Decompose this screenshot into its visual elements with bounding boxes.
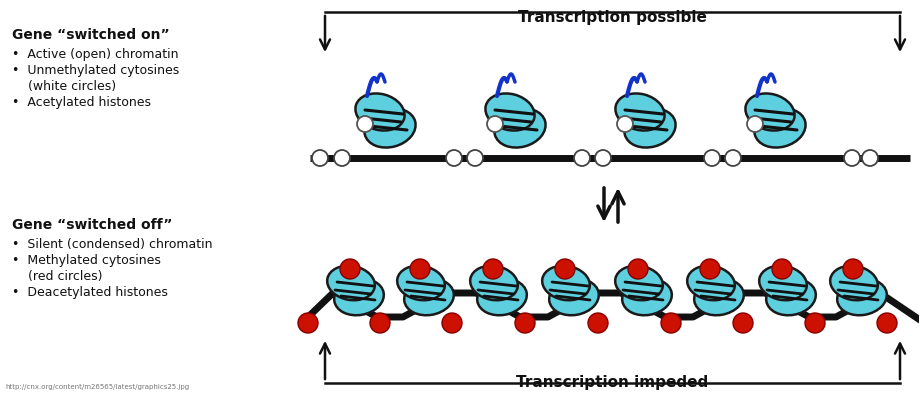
Ellipse shape	[397, 266, 444, 300]
Ellipse shape	[615, 266, 662, 300]
Ellipse shape	[694, 279, 743, 315]
Text: Transcription possible: Transcription possible	[517, 10, 706, 25]
Circle shape	[369, 313, 390, 333]
Text: •  Silent (condensed) chromatin: • Silent (condensed) chromatin	[12, 238, 212, 251]
Ellipse shape	[615, 94, 664, 130]
Circle shape	[486, 116, 503, 132]
Ellipse shape	[754, 108, 805, 147]
Circle shape	[699, 259, 720, 279]
Circle shape	[617, 116, 632, 132]
Ellipse shape	[758, 266, 806, 300]
Ellipse shape	[470, 266, 517, 300]
Circle shape	[340, 259, 359, 279]
Text: •  Active (open) chromatin: • Active (open) chromatin	[12, 48, 178, 61]
Ellipse shape	[403, 279, 453, 315]
Text: •  Acetylated histones: • Acetylated histones	[12, 96, 151, 109]
Circle shape	[441, 313, 461, 333]
Text: •  Deacetylated histones: • Deacetylated histones	[12, 286, 167, 299]
Text: (red circles): (red circles)	[12, 270, 102, 283]
Ellipse shape	[766, 279, 815, 315]
Circle shape	[771, 259, 791, 279]
Ellipse shape	[829, 266, 877, 300]
Text: Transcription impeded: Transcription impeded	[516, 375, 708, 390]
Circle shape	[482, 259, 503, 279]
Circle shape	[842, 259, 862, 279]
Circle shape	[446, 150, 461, 166]
Circle shape	[298, 313, 318, 333]
Circle shape	[467, 150, 482, 166]
Ellipse shape	[836, 279, 886, 315]
Text: Gene “switched on”: Gene “switched on”	[12, 28, 169, 42]
Circle shape	[334, 150, 349, 166]
Circle shape	[587, 313, 607, 333]
Text: •  Methylated cytosines: • Methylated cytosines	[12, 254, 161, 267]
Circle shape	[724, 150, 740, 166]
Circle shape	[843, 150, 859, 166]
Ellipse shape	[549, 279, 598, 315]
Ellipse shape	[355, 94, 404, 130]
Circle shape	[410, 259, 429, 279]
Ellipse shape	[327, 266, 374, 300]
Ellipse shape	[624, 108, 675, 147]
Circle shape	[628, 259, 647, 279]
Circle shape	[804, 313, 824, 333]
Circle shape	[312, 150, 328, 166]
Circle shape	[595, 150, 610, 166]
Circle shape	[746, 116, 762, 132]
Circle shape	[573, 150, 589, 166]
Ellipse shape	[477, 279, 527, 315]
Circle shape	[357, 116, 372, 132]
Text: •  Unmethylated cytosines: • Unmethylated cytosines	[12, 64, 179, 77]
Ellipse shape	[621, 279, 671, 315]
Circle shape	[861, 150, 877, 166]
Text: Gene “switched off”: Gene “switched off”	[12, 218, 172, 232]
Ellipse shape	[334, 279, 383, 315]
Ellipse shape	[744, 94, 794, 130]
Circle shape	[660, 313, 680, 333]
Circle shape	[554, 259, 574, 279]
Ellipse shape	[364, 108, 415, 147]
Circle shape	[515, 313, 535, 333]
Ellipse shape	[686, 266, 734, 300]
Circle shape	[876, 313, 896, 333]
Circle shape	[703, 150, 720, 166]
Ellipse shape	[494, 108, 545, 147]
Circle shape	[732, 313, 752, 333]
Ellipse shape	[485, 94, 534, 130]
Text: http://cnx.org/content/m26565/latest/graphics25.jpg: http://cnx.org/content/m26565/latest/gra…	[5, 384, 189, 390]
Ellipse shape	[541, 266, 589, 300]
Text: (white circles): (white circles)	[12, 80, 116, 93]
